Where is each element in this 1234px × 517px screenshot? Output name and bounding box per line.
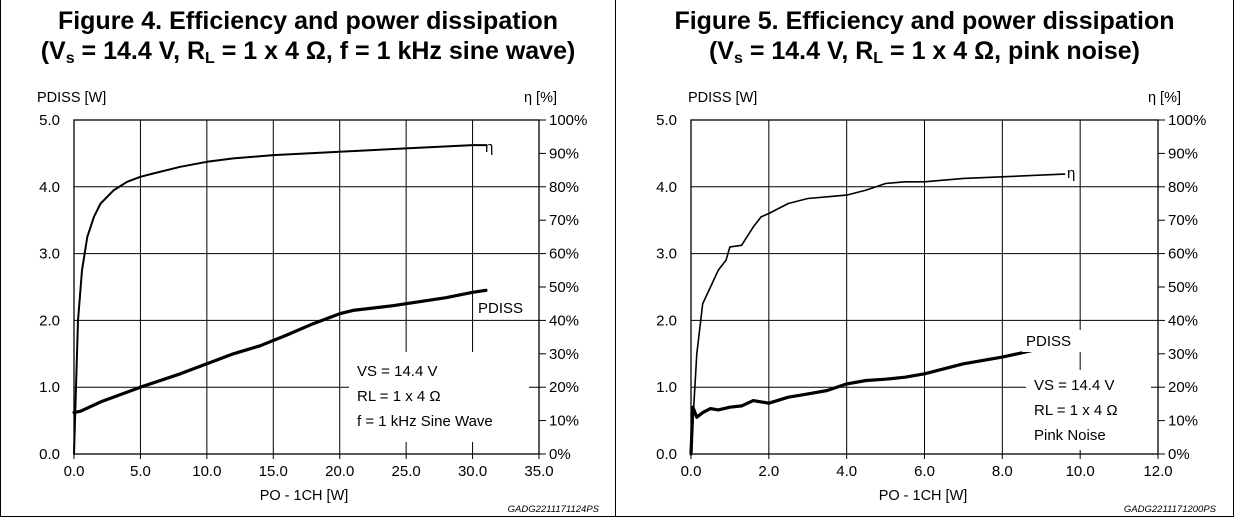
y2-tick-label: 90%	[1168, 145, 1198, 162]
annotation-box	[349, 352, 529, 442]
y2-tick-label: 100%	[549, 112, 587, 129]
y2-tick-label: 40%	[1168, 312, 1198, 329]
curve-label-eta: η	[485, 139, 493, 156]
y2-tick-label: 0%	[549, 446, 571, 463]
title-subscript: L	[873, 50, 884, 67]
y-tick-label: 5.0	[39, 112, 60, 129]
title-subscript: L	[205, 50, 215, 67]
figure-5-title-line1: Figure 5. Efficiency and power dissipati…	[674, 7, 1175, 35]
pdiss-label-bg	[1022, 330, 1116, 352]
right-axis-label: η [%]	[1148, 90, 1181, 106]
title-part: (V	[708, 37, 734, 65]
y2-tick-label: 100%	[1168, 112, 1206, 129]
figure-code: GADG2211171124PS	[508, 504, 600, 515]
y-tick-label: 5.0	[656, 112, 677, 129]
title-part: = 14.4 V, R	[74, 37, 206, 65]
y-tick-label: 3.0	[39, 246, 60, 263]
y-tick-label: 3.0	[656, 246, 677, 263]
x-tick-label: 25.0	[392, 463, 421, 480]
x-tick-label: 30.0	[458, 463, 487, 480]
y2-tick-label: 80%	[1168, 179, 1198, 196]
x-tick-label: 10.0	[1066, 463, 1095, 480]
annotation-line-1: VS = 14.4 V	[1034, 377, 1114, 394]
figure-5-chart: 0.0 2.0 4.0 6.0 8.0 10.0 12.0 0.0 1.0 2.0 3.0 4.0 5.…	[656, 90, 1217, 515]
annotation-line-1: VS = 14.4 V	[357, 363, 437, 380]
figure-5-title-line2: (Vs = 14.4 V, RL = 1 x 4 Ω, pink noise)	[616, 36, 1233, 74]
annotation-line-3: Pink Noise	[1034, 427, 1106, 444]
y-tick-label: 2.0	[39, 312, 60, 329]
x-tick-label: 20.0	[325, 463, 354, 480]
figure-4-panel: Figure 4. Efficiency and power dissipati…	[0, 0, 616, 517]
curve-label-eta: η	[1067, 165, 1075, 182]
y2-tick-label: 90%	[549, 145, 579, 162]
y2-tick-label: 60%	[1168, 246, 1198, 263]
y2-tick-label: 40%	[549, 312, 579, 329]
pdiss-curve	[689, 342, 1067, 456]
y2-tick-label: 50%	[549, 279, 579, 296]
curve-label-pdiss: PDISS	[1026, 333, 1071, 350]
title-part: = 1 x 4 Ω, pink noise)	[883, 37, 1141, 65]
title-part: = 1 x 4 Ω, f = 1 kHz sine wave)	[214, 37, 576, 65]
y-tick-label: 4.0	[39, 179, 60, 196]
title-subscript: s	[733, 50, 743, 67]
y2-tick-label: 30%	[1168, 346, 1198, 363]
figure-4-chart: 0.0 5.0 10.0 15.0 20.0 25.0 30.0 35.0 0.0 1.0 2.0 3…	[37, 90, 600, 515]
y2-tick-label: 70%	[1168, 212, 1198, 229]
y-tick-label: 1.0	[656, 379, 677, 396]
efficiency-curve	[73, 144, 487, 455]
title-part: = 14.4 V, R	[742, 37, 874, 65]
title-subscript: s	[65, 50, 75, 67]
x-tick-label: 0.0	[681, 463, 702, 480]
figure-5-panel: Figure 5. Efficiency and power dissipati…	[616, 0, 1234, 517]
x-tick-label: 6.0	[914, 463, 935, 480]
pdiss-curve	[72, 288, 488, 415]
title-part: (V	[40, 37, 66, 65]
x-tick-label: 8.0	[992, 463, 1013, 480]
annotation-line-2: RL = 1 x 4 Ω	[1034, 402, 1118, 419]
x-tick-label: 10.0	[192, 463, 221, 480]
x-tick-label: 2.0	[758, 463, 779, 480]
y-tick-label: 0.0	[656, 446, 677, 463]
y-tick-label: 1.0	[39, 379, 60, 396]
y2-tick-label: 0%	[1168, 446, 1190, 463]
y-tick-label: 4.0	[656, 179, 677, 196]
figure-4-title-line2: (Vs = 14.4 V, RL = 1 x 4 Ω, f = 1 kHz si…	[1, 36, 615, 74]
y-tick-label: 2.0	[656, 312, 677, 329]
x-tick-label: 35.0	[524, 463, 553, 480]
figure-4-title-line1: Figure 4. Efficiency and power dissipati…	[57, 7, 559, 35]
efficiency-curve	[690, 173, 1066, 455]
left-axis-label: PDISS [W]	[688, 90, 757, 106]
left-axis-label: PDISS [W]	[37, 90, 106, 106]
right-axis-label: η [%]	[524, 90, 557, 106]
annotation-line-2: RL = 1 x 4 Ω	[357, 388, 441, 405]
y2-tick-label: 80%	[549, 179, 579, 196]
y2-tick-label: 10%	[1168, 413, 1198, 430]
y-tick-label: 0.0	[39, 446, 60, 463]
figure-code: GADG2211171200PS	[1124, 504, 1217, 515]
x-tick-label: 12.0	[1143, 463, 1172, 480]
annotation-box	[1026, 370, 1151, 450]
x-tick-label: 5.0	[130, 463, 151, 480]
annotation-line-3: f = 1 kHz Sine Wave	[357, 413, 493, 430]
figure-5-title: Figure 5. Efficiency and power dissipati…	[616, 6, 1233, 74]
x-axis-label: PO - 1CH [W]	[879, 488, 968, 504]
y2-tick-label: 50%	[1168, 279, 1198, 296]
x-tick-label: 15.0	[259, 463, 288, 480]
x-axis-label: PO - 1CH [W]	[260, 488, 349, 504]
y2-tick-label: 70%	[549, 212, 579, 229]
x-tick-label: 0.0	[64, 463, 85, 480]
y2-tick-label: 60%	[549, 246, 579, 263]
figure-4-title: Figure 4. Efficiency and power dissipati…	[1, 6, 615, 74]
y2-tick-label: 20%	[549, 379, 579, 396]
curve-label-pdiss: PDISS	[478, 300, 523, 317]
y2-tick-label: 20%	[1168, 379, 1198, 396]
y2-tick-label: 10%	[549, 413, 579, 430]
x-tick-label: 4.0	[836, 463, 857, 480]
y2-tick-label: 30%	[549, 346, 579, 363]
